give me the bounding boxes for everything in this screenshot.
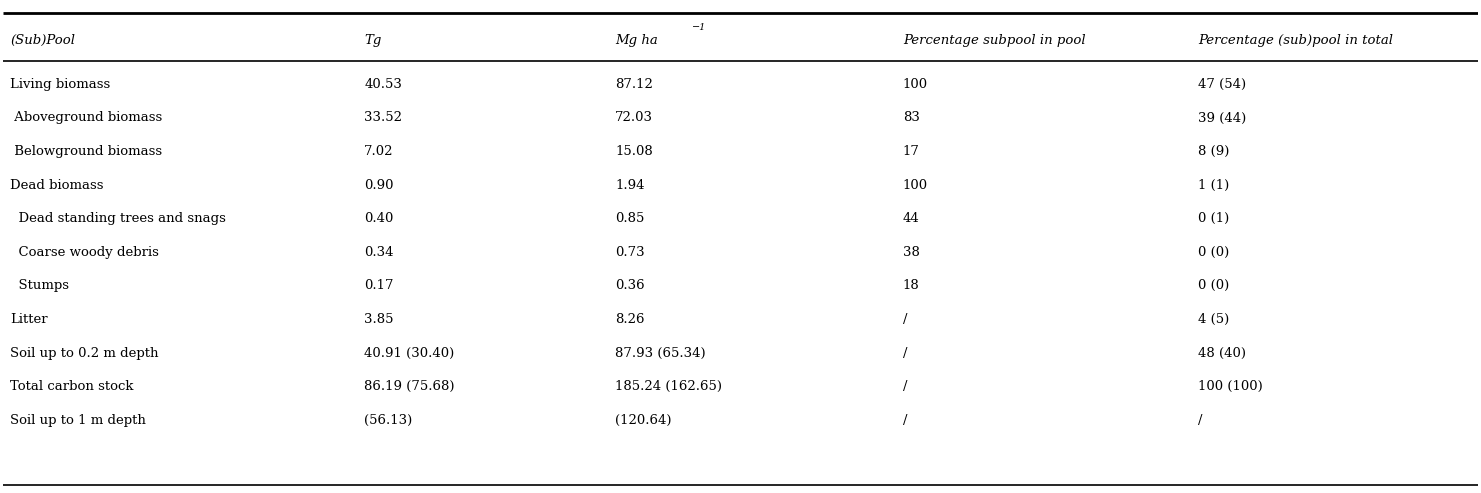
Text: 0.85: 0.85 (615, 212, 644, 225)
Text: (120.64): (120.64) (615, 414, 671, 427)
Text: 0.17: 0.17 (364, 280, 394, 292)
Text: −1: −1 (692, 23, 706, 32)
Text: 0.73: 0.73 (615, 246, 644, 259)
Text: 4 (5): 4 (5) (1198, 313, 1229, 326)
Text: Tg: Tg (364, 34, 382, 47)
Text: 47 (54): 47 (54) (1198, 78, 1246, 91)
Text: 8.26: 8.26 (615, 313, 644, 326)
Text: 100 (100): 100 (100) (1198, 380, 1263, 393)
Text: Dead biomass: Dead biomass (10, 178, 104, 192)
Text: Living biomass: Living biomass (10, 78, 111, 91)
Text: 40.91 (30.40): 40.91 (30.40) (364, 347, 455, 359)
Text: Aboveground biomass: Aboveground biomass (10, 111, 163, 124)
Text: Stumps: Stumps (10, 280, 70, 292)
Text: /: / (903, 313, 908, 326)
Text: Coarse woody debris: Coarse woody debris (10, 246, 158, 259)
Text: 87.12: 87.12 (615, 78, 653, 91)
Text: 3.85: 3.85 (364, 313, 394, 326)
Text: (Sub)Pool: (Sub)Pool (10, 34, 76, 47)
Text: 40.53: 40.53 (364, 78, 403, 91)
Text: 48 (40): 48 (40) (1198, 347, 1246, 359)
Text: Percentage (sub)pool in total: Percentage (sub)pool in total (1198, 34, 1394, 47)
Text: 1 (1): 1 (1) (1198, 178, 1229, 192)
Text: Soil up to 0.2 m depth: Soil up to 0.2 m depth (10, 347, 158, 359)
Text: (56.13): (56.13) (364, 414, 413, 427)
Text: Dead standing trees and snags: Dead standing trees and snags (10, 212, 227, 225)
Text: 33.52: 33.52 (364, 111, 403, 124)
Text: 0 (0): 0 (0) (1198, 246, 1229, 259)
Text: Soil up to 1 m depth: Soil up to 1 m depth (10, 414, 147, 427)
Text: /: / (903, 347, 908, 359)
Text: 0.40: 0.40 (364, 212, 394, 225)
Text: 0.90: 0.90 (364, 178, 394, 192)
Text: Litter: Litter (10, 313, 47, 326)
Text: Percentage subpool in pool: Percentage subpool in pool (903, 34, 1086, 47)
Text: 38: 38 (903, 246, 920, 259)
Text: 83: 83 (903, 111, 920, 124)
Text: 87.93 (65.34): 87.93 (65.34) (615, 347, 706, 359)
Text: 0.34: 0.34 (364, 246, 394, 259)
Text: Total carbon stock: Total carbon stock (10, 380, 133, 393)
Text: 8 (9): 8 (9) (1198, 145, 1229, 158)
Text: 1.94: 1.94 (615, 178, 644, 192)
Text: Belowground biomass: Belowground biomass (10, 145, 163, 158)
Text: 100: 100 (903, 78, 929, 91)
Text: /: / (1198, 414, 1203, 427)
Text: 0.36: 0.36 (615, 280, 644, 292)
Text: 44: 44 (903, 212, 920, 225)
Text: 7.02: 7.02 (364, 145, 394, 158)
Text: 185.24 (162.65): 185.24 (162.65) (615, 380, 723, 393)
Text: 15.08: 15.08 (615, 145, 653, 158)
Text: 0 (1): 0 (1) (1198, 212, 1229, 225)
Text: 0 (0): 0 (0) (1198, 280, 1229, 292)
Text: 100: 100 (903, 178, 929, 192)
Text: /: / (903, 414, 908, 427)
Text: /: / (903, 380, 908, 393)
Text: 86.19 (75.68): 86.19 (75.68) (364, 380, 455, 393)
Text: 72.03: 72.03 (615, 111, 653, 124)
Text: 39 (44): 39 (44) (1198, 111, 1246, 124)
Text: 18: 18 (903, 280, 920, 292)
Text: 17: 17 (903, 145, 920, 158)
Text: Mg ha: Mg ha (615, 34, 658, 47)
